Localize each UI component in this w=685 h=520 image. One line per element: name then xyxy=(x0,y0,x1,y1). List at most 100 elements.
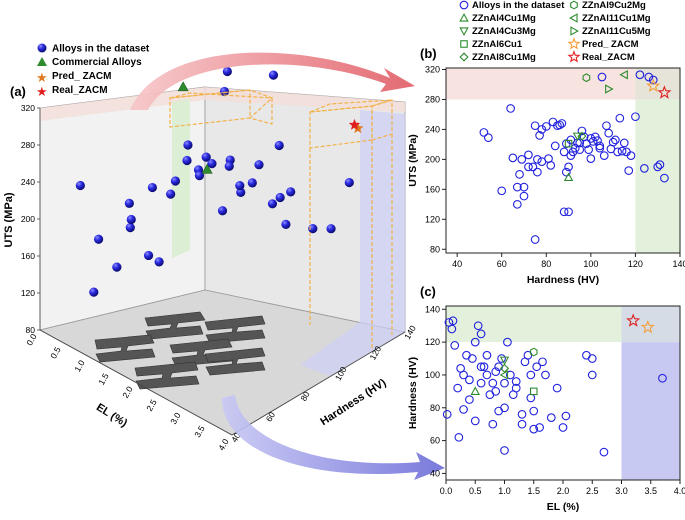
el-tick-label: 1.0 xyxy=(72,358,87,373)
point-zznal4cu1mg xyxy=(563,172,574,181)
point-alloys-in-the-dataset xyxy=(546,161,556,170)
legend-marker xyxy=(570,26,579,36)
y-tick-label: 80 xyxy=(430,403,440,413)
point-alloys-in-the-dataset xyxy=(617,146,627,156)
point-alloys-in-the-dataset xyxy=(511,377,521,386)
dataset-sphere xyxy=(207,159,217,169)
point-alloys-in-the-dataset xyxy=(524,162,533,172)
point-alloys-in-the-dataset xyxy=(491,387,501,396)
uts-zone-top-wall xyxy=(205,87,405,112)
point-alloys-in-the-dataset xyxy=(561,167,571,177)
point-alloys-in-the-dataset xyxy=(561,411,571,421)
svg-text:Commercial Alloys: Commercial Alloys xyxy=(52,57,142,68)
legend-label: ZZnAl4Cu3Mg xyxy=(472,26,536,37)
point-alloys-in-the-dataset xyxy=(488,419,498,429)
x-tick-label: 0.5 xyxy=(469,486,482,496)
point-zznal8cu1mg xyxy=(577,131,587,141)
uts-region xyxy=(446,68,636,100)
point-pred-zacm xyxy=(640,320,655,334)
point-alloys-in-the-dataset xyxy=(555,120,565,130)
green-zone-column xyxy=(172,99,190,258)
dataset-sphere xyxy=(224,161,234,171)
point-zznal4cu3mg xyxy=(499,356,510,366)
point-alloys-in-the-dataset xyxy=(575,145,585,154)
point-alloys-in-the-dataset xyxy=(584,145,593,154)
y-tick-label: 60 xyxy=(430,436,440,446)
point-alloys-in-the-dataset xyxy=(658,373,667,383)
y-tick-label: 160 xyxy=(425,184,440,194)
dataset-sphere xyxy=(125,223,135,233)
dataset-sphere xyxy=(112,262,122,272)
x-tick-label: 140 xyxy=(672,259,685,269)
dataset-sphere xyxy=(275,192,285,203)
point-alloys-in-the-dataset xyxy=(575,138,585,148)
point-alloys-in-the-dataset xyxy=(530,121,540,131)
dataset-sphere xyxy=(143,250,154,261)
point-alloys-in-the-dataset xyxy=(473,321,483,331)
dataset-sphere xyxy=(170,176,181,186)
legend-label: Real_ZACM xyxy=(582,52,635,63)
point-alloys-in-the-dataset xyxy=(586,154,596,163)
legend-marker xyxy=(459,52,469,62)
point-alloys-in-the-dataset xyxy=(608,137,618,147)
panel-b: 40 60 80 100 120 140 80 120 160 200 240 280 320 Hardn… xyxy=(407,0,685,286)
point-alloys-in-the-dataset xyxy=(482,370,492,380)
dataset-sphere xyxy=(254,160,264,170)
point-alloys-in-the-dataset xyxy=(550,141,560,151)
dataset-sphere xyxy=(326,224,336,234)
point-alloys-in-the-dataset xyxy=(588,137,598,146)
point-alloys-in-the-dataset xyxy=(530,235,540,244)
svg-text:Pred_ ZACM: Pred_ ZACM xyxy=(52,71,111,82)
commercial-triangle xyxy=(201,163,213,174)
point-zznal4cu1mg xyxy=(470,386,480,395)
point-alloys-in-the-dataset xyxy=(450,341,460,350)
legend-marker xyxy=(459,0,469,10)
blue-zone-floor xyxy=(300,322,405,376)
x-tick-label: 3.0 xyxy=(615,486,628,496)
point-alloys-in-the-dataset xyxy=(488,378,498,388)
panel-a-legend: Alloys in the dataset Commercial Alloys … xyxy=(36,43,150,99)
point-alloys-in-the-dataset xyxy=(465,395,474,404)
legend-marker xyxy=(459,27,469,36)
point-alloys-in-the-dataset xyxy=(587,370,597,380)
point-alloys-in-the-dataset xyxy=(517,155,527,164)
point-alloys-in-the-dataset xyxy=(626,151,636,160)
highlight-box-zacm xyxy=(309,99,393,350)
point-zznal11cu5mg xyxy=(605,84,614,94)
point-alloys-in-the-dataset xyxy=(453,383,463,393)
point-alloys-in-the-dataset xyxy=(635,70,645,80)
point-alloys-in-the-dataset xyxy=(467,354,477,363)
point-alloys-in-the-dataset xyxy=(500,403,509,413)
point-alloys-in-the-dataset xyxy=(533,167,542,177)
y-tick-label: 280 xyxy=(425,94,440,104)
highlight-box-commercial xyxy=(169,89,273,128)
y-tick-label: 140 xyxy=(425,304,440,314)
point-alloys-in-the-dataset xyxy=(660,173,669,183)
x-tick-label: 2.0 xyxy=(557,486,570,496)
point-alloys-in-the-dataset xyxy=(526,370,536,380)
el-tick-label: 1.5 xyxy=(96,371,111,386)
point-alloys-in-the-dataset xyxy=(552,383,562,393)
uts-tick-label: 80 xyxy=(26,325,36,335)
legend-marker xyxy=(567,37,581,50)
point-alloys-in-the-dataset xyxy=(559,147,569,157)
dataset-sphere xyxy=(126,214,136,225)
hv-tick-label: 80 xyxy=(298,389,312,402)
legend-label: ZZnAl8Cu1Mg xyxy=(472,52,536,63)
svg-text:★: ★ xyxy=(36,84,48,99)
dataset-sphere xyxy=(124,198,134,208)
point-alloys-in-the-dataset xyxy=(459,405,468,414)
y-tick-label: 120 xyxy=(425,337,440,347)
y-tick-label: 80 xyxy=(430,244,440,254)
uts-axis-ticks: 80 120 160 200 240 280 320 xyxy=(21,103,40,335)
dataset-sphere xyxy=(222,66,232,77)
blue-arrow xyxy=(222,395,445,480)
panel-a-points xyxy=(75,66,364,297)
dataset-sphere xyxy=(247,178,257,188)
point-zznal6cu1 xyxy=(529,387,538,396)
point-alloys-in-the-dataset xyxy=(506,370,515,380)
point-alloys-in-the-dataset xyxy=(497,354,506,363)
point-alloys-in-the-dataset xyxy=(541,370,550,380)
x-tick-label: 0.0 xyxy=(440,486,453,496)
